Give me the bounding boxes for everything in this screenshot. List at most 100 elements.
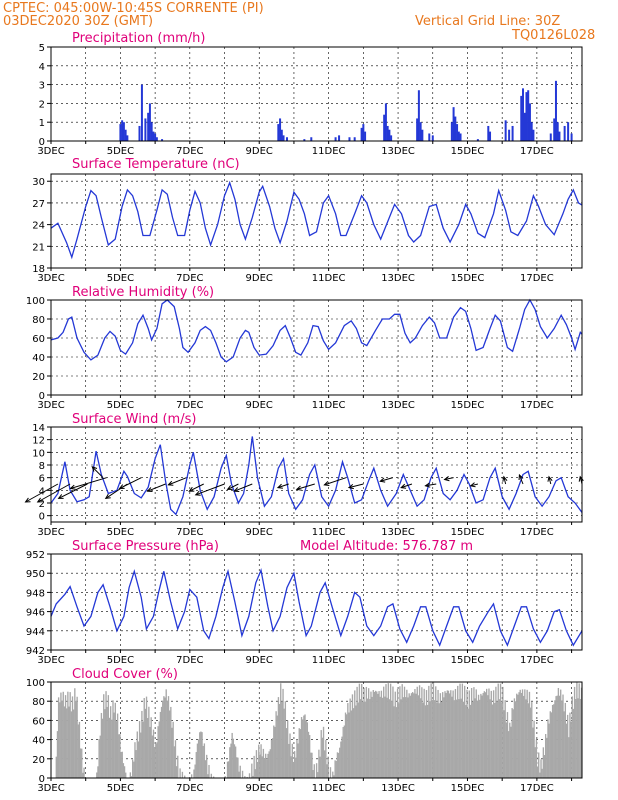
cloud-bar — [442, 692, 444, 778]
cloud-bar — [466, 689, 468, 778]
cloud-bar — [512, 709, 514, 778]
x-tick-label: 17DEC — [520, 783, 554, 794]
cloud-bar — [60, 692, 62, 778]
cloud-bar — [319, 756, 321, 778]
precip-bar — [532, 129, 535, 141]
cloud-bar — [288, 743, 290, 778]
cloud-bar — [544, 733, 547, 778]
cloud-bar — [529, 707, 532, 778]
precip-bar — [334, 137, 337, 141]
cloud-bar — [370, 691, 372, 778]
cloud-bar — [298, 728, 300, 778]
cloud-bar — [359, 699, 362, 778]
cloud-bar — [258, 744, 260, 778]
cloud-bar — [347, 703, 349, 778]
cloud-bar — [295, 757, 297, 778]
precip-bar — [476, 139, 479, 141]
cloud-bar — [405, 697, 407, 778]
cloud-bar — [505, 722, 508, 778]
cloud-bar — [402, 697, 405, 778]
cloud-bar — [354, 690, 356, 778]
cloud-bar — [307, 731, 310, 778]
panel-precipitation: 0 1 2 3 4 5 3DEC 5DEC 7DEC 9DEC 11DEC 13DEC 15DEC 17D… — [37, 31, 583, 157]
cloud-bar — [179, 768, 181, 778]
precip-bar — [450, 122, 453, 141]
cloud-bar — [164, 697, 166, 778]
cloud-bar — [108, 717, 111, 778]
cloud-bar — [394, 691, 396, 778]
cloud-bar — [101, 718, 104, 778]
y-tick-label: 18 — [32, 264, 45, 275]
cloud-bar — [507, 731, 510, 778]
cloud-bar — [525, 699, 527, 778]
cloud-bar — [78, 721, 81, 778]
wind-arrow-head — [518, 473, 524, 481]
cloud-bar — [133, 761, 135, 778]
cloud-bar — [208, 764, 210, 778]
x-tick-label: 15DEC — [451, 400, 485, 411]
cloud-bar — [333, 775, 335, 778]
precip-bar — [421, 129, 424, 141]
cloud-bar — [483, 691, 486, 778]
y-tick-label: 0 — [39, 774, 45, 785]
cloud-bar — [372, 690, 374, 778]
series-line — [50, 298, 583, 363]
cloud-bar — [112, 700, 114, 778]
wind-arrow — [70, 477, 107, 489]
cloud-bar — [554, 700, 556, 778]
y-tick-label: 4 — [39, 486, 45, 497]
cloud-bar — [371, 696, 373, 778]
x-tick-label: 5DEC — [107, 146, 134, 157]
wind-arrow-head — [36, 497, 43, 503]
cloud-bar — [344, 712, 347, 778]
cloud-bar — [481, 695, 483, 778]
cloud-bar — [147, 718, 149, 778]
precip-bar — [144, 118, 147, 141]
cloud-bar — [465, 705, 467, 778]
y-tick-label: 24 — [32, 221, 45, 232]
cloud-bar — [428, 685, 430, 778]
cloud-bar — [111, 719, 113, 778]
wind-arrow-head — [226, 485, 233, 490]
x-tick-label: 17DEC — [520, 400, 554, 411]
cloud-bar — [458, 699, 460, 778]
wind-arrow-head — [276, 483, 283, 489]
precip-bar — [277, 124, 280, 141]
cloud-bar — [122, 763, 125, 778]
cloud-bar — [343, 725, 346, 778]
wind-arrow — [348, 483, 364, 489]
precip-bar — [353, 137, 356, 141]
cloud-bar — [305, 720, 307, 778]
precip-bar — [454, 116, 457, 141]
cloud-bar — [393, 706, 395, 778]
precip-bar — [558, 131, 561, 141]
cloud-bar — [356, 686, 358, 778]
y-tick-label: 40 — [32, 353, 45, 364]
x-tick-label: 17DEC — [520, 655, 554, 666]
cloud-bar — [568, 737, 570, 778]
cloud-bar — [265, 753, 267, 778]
cloud-bar — [452, 690, 454, 778]
cloud-bar — [362, 701, 364, 778]
cloud-bar — [251, 763, 253, 778]
cloud-bar — [430, 683, 432, 778]
cloud-bar — [104, 709, 106, 778]
cloud-bar — [230, 743, 232, 778]
cloud-bar — [332, 771, 334, 778]
cloud-bar — [475, 689, 477, 778]
x-tick-label: 9DEC — [246, 273, 273, 284]
wind-arrow-head — [424, 482, 431, 488]
cloud-bar — [110, 706, 112, 778]
cloud-bar — [96, 772, 98, 778]
cloud-bar — [259, 754, 261, 778]
y-tick-label: 20 — [32, 372, 45, 383]
cloud-bar — [119, 734, 121, 778]
cloud-bar — [66, 708, 68, 778]
panel-title: Surface Wind (m/s) — [72, 412, 196, 427]
precip-bar — [303, 139, 306, 141]
precip-bar — [279, 118, 282, 141]
cloud-bar — [575, 698, 577, 778]
x-tick-label: 9DEC — [246, 400, 273, 411]
cloud-bar — [361, 683, 363, 778]
cloud-bar — [311, 752, 313, 778]
